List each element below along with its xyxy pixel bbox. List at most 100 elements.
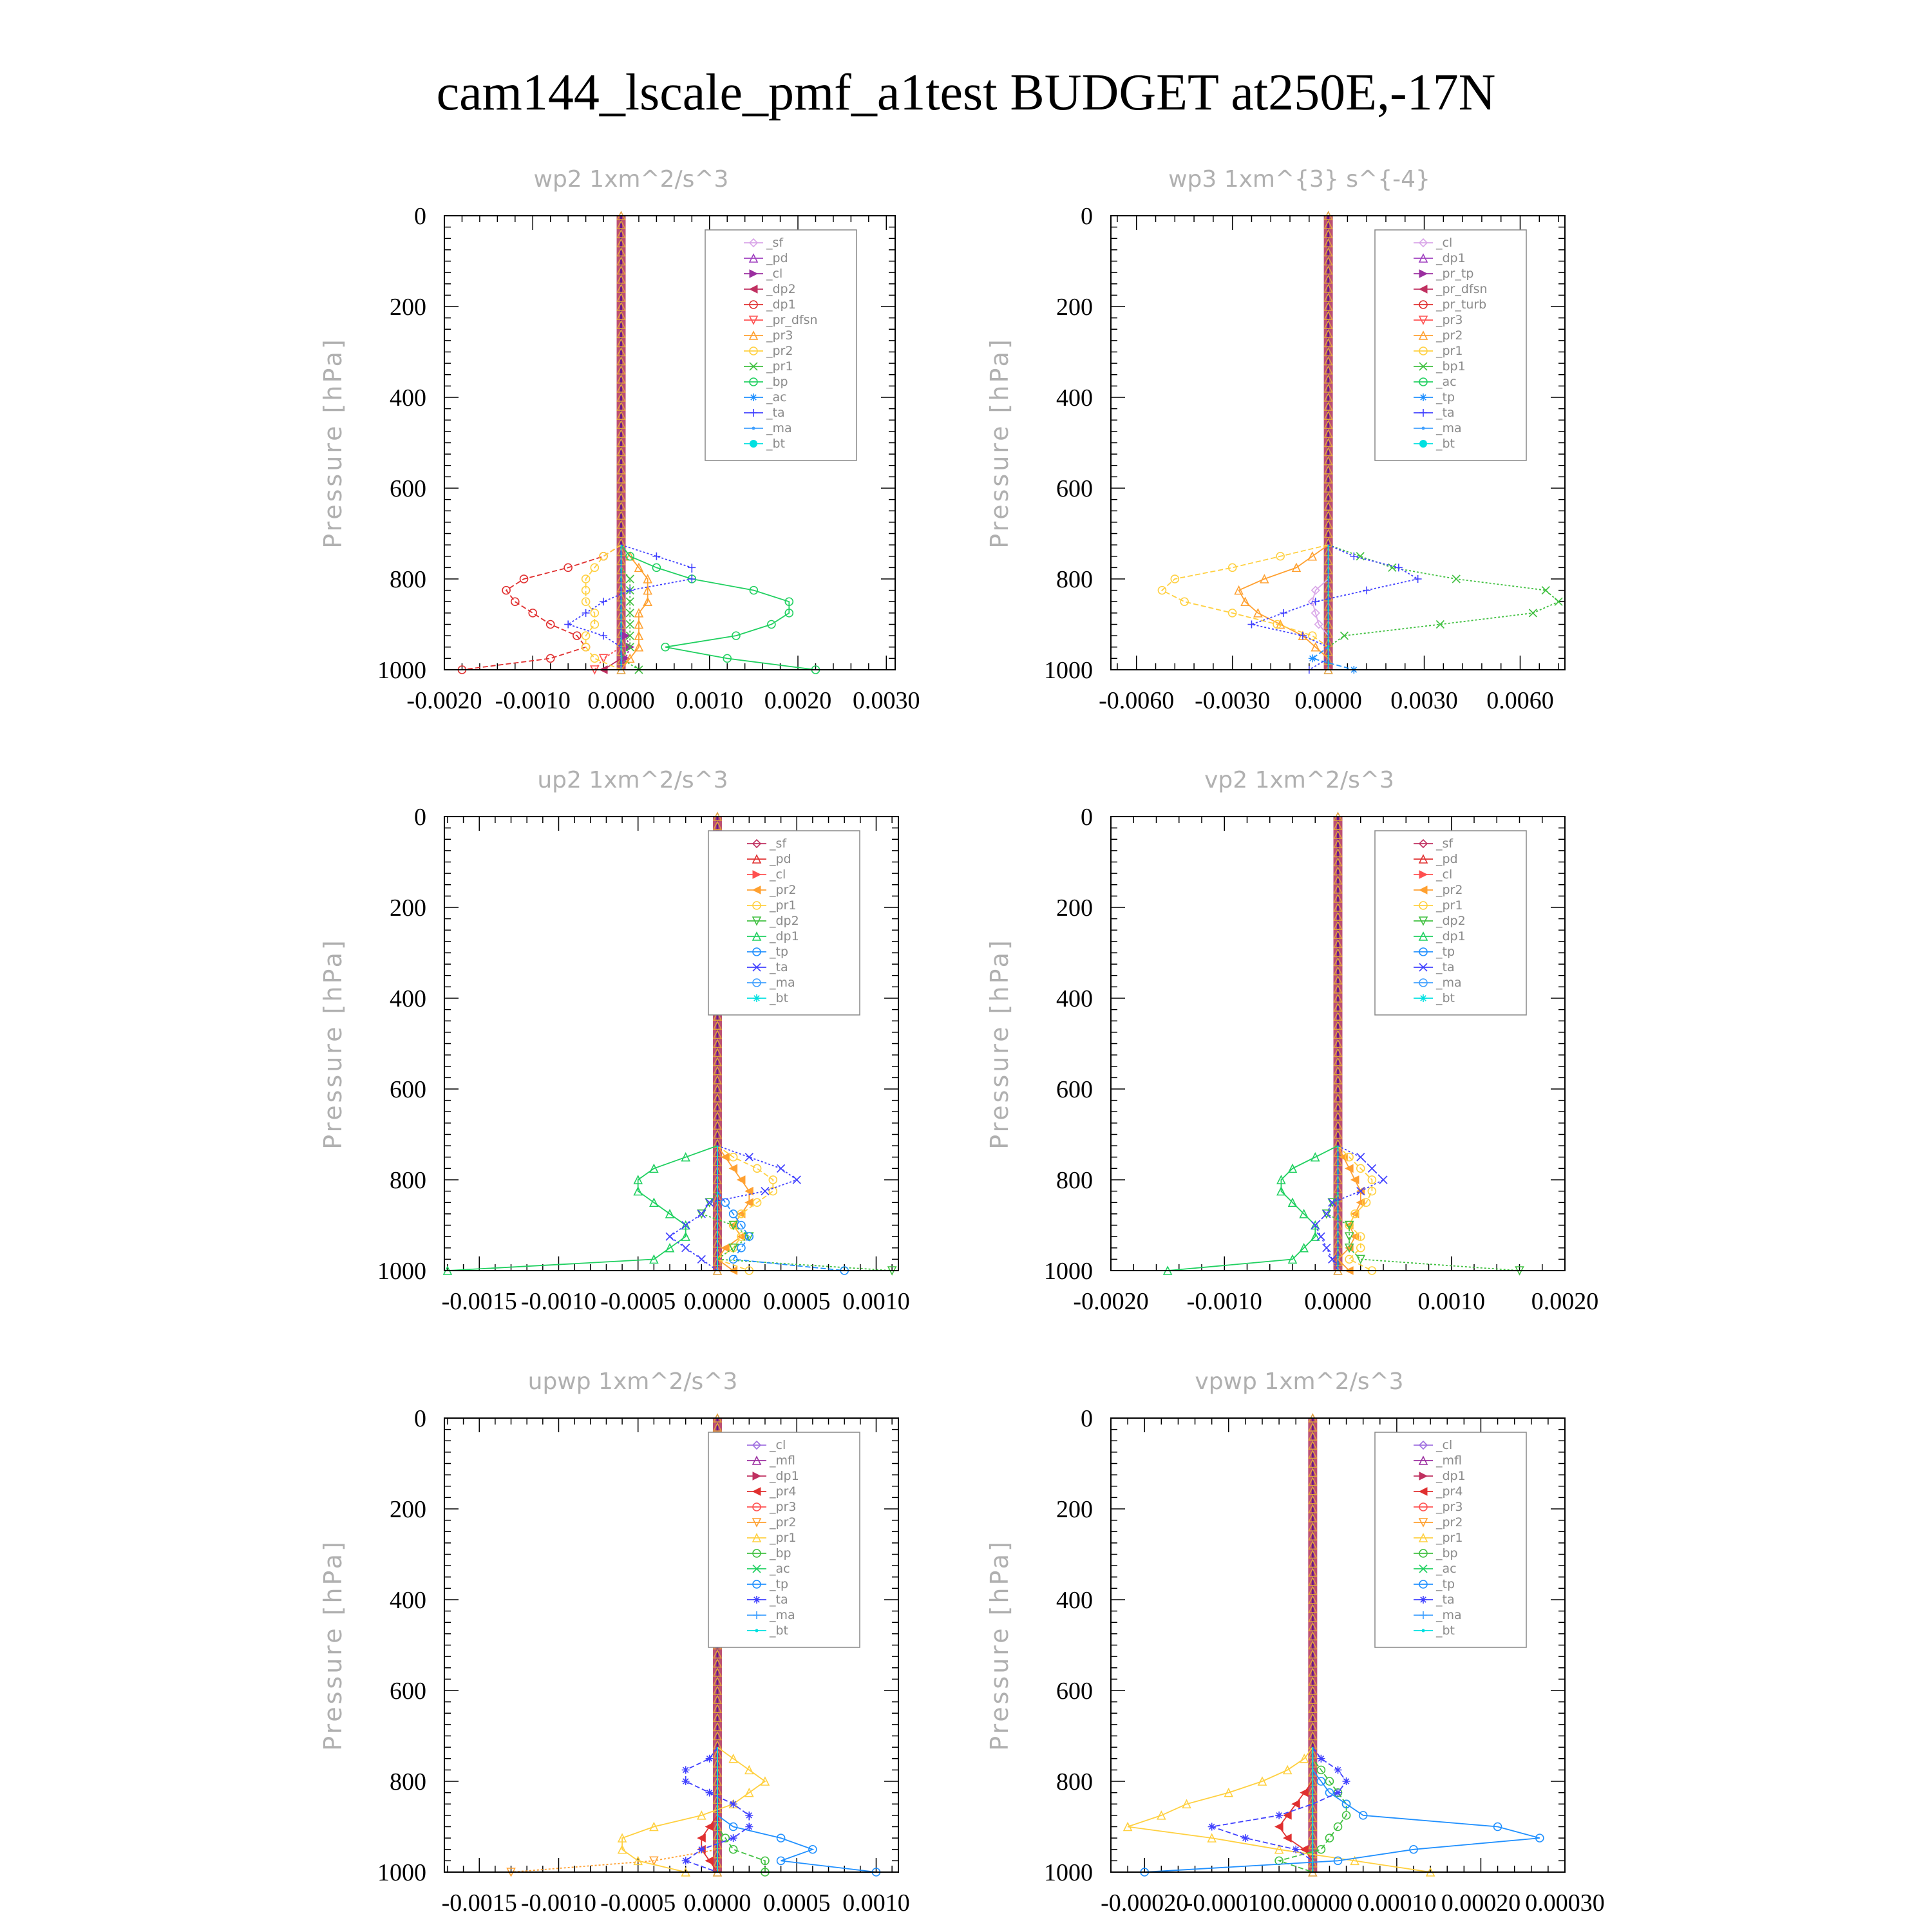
y-tick-label: 200 [390,895,426,922]
y-axis-label: Pressure [hPa] [319,337,347,549]
y-tick-label: 400 [390,985,426,1012]
legend-label: _pr4 [1435,1484,1463,1499]
x-tick-label: -0.0005 [600,1889,676,1917]
legend-entry: _mfl [747,1454,795,1468]
legend-label: _pr2 [766,344,793,358]
data-point [1311,641,1321,652]
legend-label: _ta [1435,406,1455,420]
x-tick-label: 0.00000 [1273,1889,1353,1917]
legend-entry: _pr1 [744,359,793,374]
y-tick-label: 1000 [1044,1258,1093,1285]
data-point [625,609,634,618]
zero-marker [616,292,626,302]
data-point [634,608,644,618]
zero-marker [1333,893,1343,903]
legend-label: _pr2 [769,1515,796,1530]
zero-marker [1308,1458,1318,1468]
legend-box [1374,229,1527,461]
legend-marker [1418,916,1428,926]
zero-marker [1333,929,1343,940]
legend-label: _pr2 [1435,328,1463,343]
zero-marker [616,310,626,320]
legend-entry: _pr3 [1414,1500,1463,1514]
legend-marker [1419,870,1428,879]
zero-marker [1308,1486,1318,1495]
legend-marker [752,978,761,987]
legend-marker [1419,393,1427,401]
zero-marker [712,1730,723,1741]
data-point [634,619,644,629]
zero-marker [712,1111,723,1121]
panel-title: vpwp 1xm^2/s^3 [1195,1368,1403,1395]
data-point [625,551,635,561]
series-line [1238,544,1329,670]
legend-entry: _cl [1414,236,1452,250]
legend-entry: _bp [744,375,788,389]
legend-entry: _sf [1414,837,1454,851]
zero-marker [1308,1613,1318,1622]
legend-marker [748,285,758,294]
legend-entry: _ac [1414,375,1457,389]
data-point [625,597,634,606]
x-tick-label: 0.0010 [676,687,744,714]
legend-entry: _cl [747,867,786,882]
legend-label: _ta [769,960,788,974]
legend-marker [752,886,761,895]
data-point [665,1242,675,1253]
data-point [1283,1833,1292,1842]
data-point [767,620,776,629]
legend-marker [752,901,761,910]
legend-entry: _pr2 [747,883,796,897]
zero-marker [712,1047,723,1057]
data-point [1208,1823,1216,1831]
data-point [728,1844,738,1854]
x-tick-label: 0.0000 [1294,687,1362,714]
legend-marker [752,1487,761,1496]
legend-marker [752,426,755,430]
legend-label: _ma [1435,421,1462,435]
zero-marker [1308,1567,1318,1577]
series-line [716,1145,774,1271]
legend-label: _pr1 [769,1531,796,1545]
data-point [1276,551,1285,561]
data-point [1157,1810,1166,1820]
legend-entry: _cl [1414,1438,1452,1452]
series-line [585,544,621,670]
legend-entry: _mfl [1414,1454,1462,1468]
legend-label: _pr1 [769,898,796,913]
data-point [649,1856,659,1866]
legend-label: _bp [769,1546,791,1560]
zero-marker [1323,501,1333,511]
x-tick-label: -0.00020 [1101,1889,1188,1917]
zero-marker [712,1685,723,1695]
data-point [1350,1175,1359,1184]
legend-marker [752,1502,761,1511]
data-point [728,1255,738,1264]
y-tick-label: 200 [1056,895,1093,922]
legend-entry: _dp1 [744,298,796,312]
zero-profile-bundle [616,211,626,674]
y-tick-label: 1000 [377,657,426,684]
data-point [1325,1833,1334,1842]
zero-marker [1323,374,1333,384]
zero-marker [1323,401,1333,411]
data-point [634,562,644,573]
legend-label: _tp [769,1577,788,1591]
zero-marker [1323,256,1333,266]
legend-label: _pr_dfsn [1435,282,1488,296]
legend-box [708,1432,860,1648]
x-tick-label: 0.00020 [1441,1889,1521,1917]
data-point [633,1175,643,1184]
legend-label: _pr3 [769,1500,796,1514]
y-tick-label: 600 [390,1678,426,1705]
zero-marker [1323,265,1333,275]
data-point [768,1186,778,1196]
data-point [633,1186,643,1196]
data-point [545,654,555,663]
zero-marker [1333,857,1343,867]
data-point [564,620,573,629]
plot-frame [444,816,899,1271]
x-tick-label: 0.0030 [853,687,920,714]
zero-marker [712,1667,723,1677]
panel-4: vp2 1xm^2/s^3 Pressure [hPa] 0 200 400 600 800… [985,767,1598,1315]
